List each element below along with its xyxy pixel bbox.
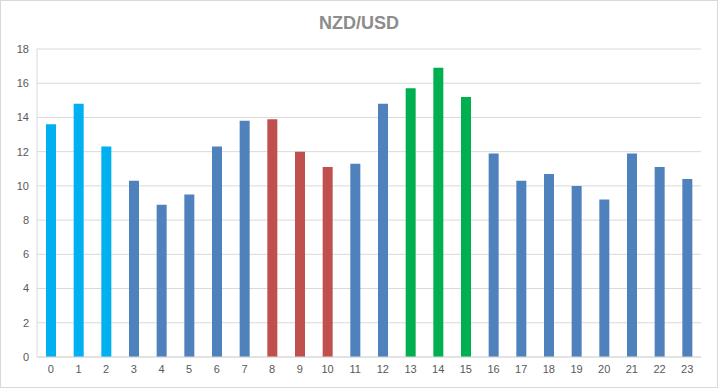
svg-text:0: 0	[23, 351, 29, 363]
svg-text:6: 6	[23, 248, 29, 260]
svg-text:4: 4	[158, 363, 164, 375]
svg-text:14: 14	[17, 111, 29, 123]
svg-text:16: 16	[487, 363, 499, 375]
svg-text:8: 8	[23, 214, 29, 226]
svg-text:18: 18	[543, 363, 555, 375]
svg-text:4: 4	[23, 282, 29, 294]
svg-text:18: 18	[17, 43, 29, 55]
svg-text:7: 7	[241, 363, 247, 375]
svg-text:12: 12	[377, 363, 389, 375]
svg-text:16: 16	[17, 77, 29, 89]
svg-text:9: 9	[297, 363, 303, 375]
svg-text:23: 23	[681, 363, 693, 375]
svg-text:1: 1	[75, 363, 81, 375]
html-text:NZD/USD: NZD/USD	[319, 13, 399, 33]
svg-text:19: 19	[570, 363, 582, 375]
svg-text:10: 10	[321, 363, 333, 375]
svg-text:13: 13	[404, 363, 416, 375]
svg-text:14: 14	[432, 363, 444, 375]
svg-text:17: 17	[515, 363, 527, 375]
svg-text:11: 11	[349, 363, 360, 375]
svg-text:0: 0	[48, 363, 54, 375]
svg-text:22: 22	[653, 363, 665, 375]
svg-text:2: 2	[23, 317, 29, 329]
svg-text:5: 5	[186, 363, 192, 375]
svg-text:21: 21	[626, 363, 638, 375]
svg-text:10: 10	[17, 180, 29, 192]
svg-text:12: 12	[17, 146, 29, 158]
svg-text:3: 3	[131, 363, 137, 375]
svg-text:2: 2	[103, 363, 109, 375]
svg-text:6: 6	[214, 363, 220, 375]
svg-text:8: 8	[269, 363, 275, 375]
svg-text:15: 15	[460, 363, 472, 375]
svg-text:20: 20	[598, 363, 610, 375]
